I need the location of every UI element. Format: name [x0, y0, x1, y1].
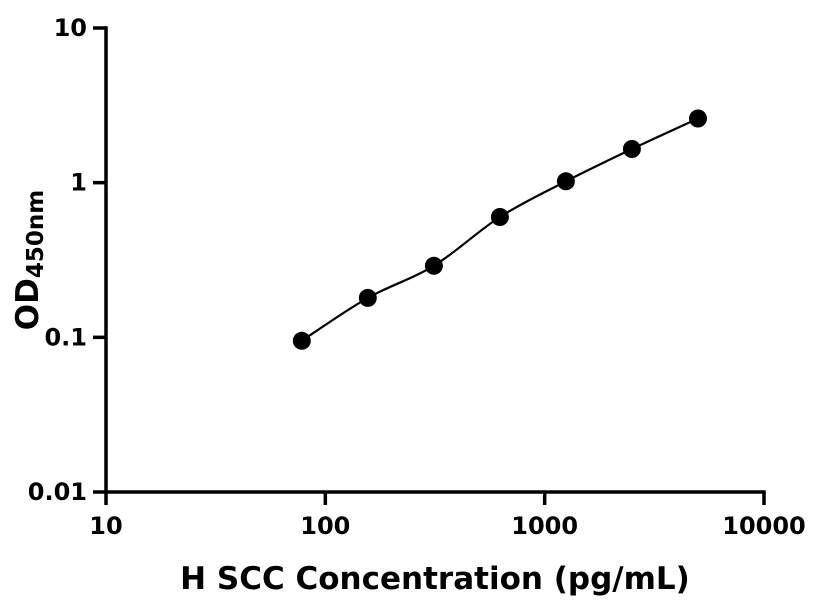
data-point-marker	[556, 172, 575, 191]
plot-area: 10 100 1000 10000 0.01 0.1 1 10	[28, 14, 806, 540]
x-axis-label: H SCC Concentration (pg/mL)	[180, 561, 690, 597]
y-axis-tick-label: 0.01	[28, 478, 87, 506]
x-axis-tick-label: 1000	[511, 512, 578, 540]
data-point-marker	[424, 256, 443, 275]
y-axis-label-subscript: 450nm	[23, 190, 49, 278]
data-point-marker	[490, 208, 509, 226]
data-point-marker	[292, 331, 311, 350]
y-axis-tick-label: 1	[70, 169, 87, 197]
data-point-marker	[358, 288, 377, 307]
y-axis-label-main: OD	[10, 278, 46, 330]
x-axis-tick-label: 10	[89, 512, 122, 540]
data-point-marker	[689, 109, 707, 128]
data-point-marker	[622, 140, 641, 158]
y-axis-tick-label: 10	[54, 14, 87, 42]
x-axis-tick-label: 100	[300, 512, 350, 540]
x-axis-tick-label: 10000	[722, 512, 806, 540]
y-axis-label: OD450nm	[10, 190, 49, 330]
y-axis-tick-label: 0.1	[44, 323, 87, 351]
